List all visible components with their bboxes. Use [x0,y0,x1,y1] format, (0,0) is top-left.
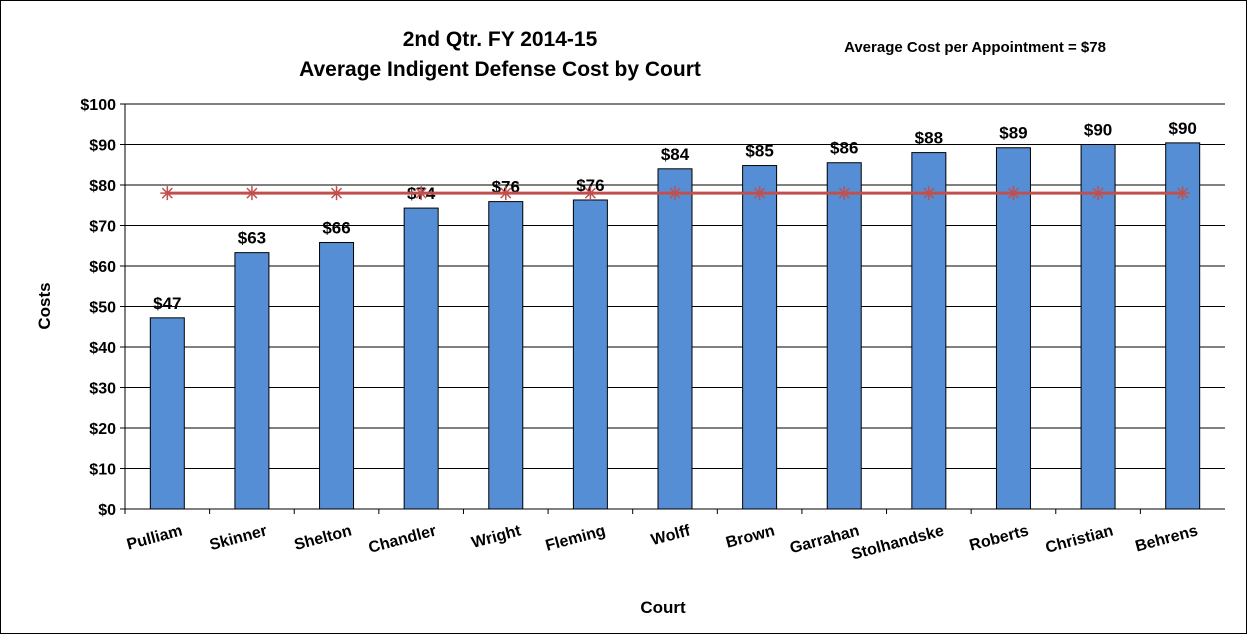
x-axis-label: Court [640,598,686,617]
line-marker [837,186,852,201]
y-tick-label: $0 [98,502,116,519]
data-label: $85 [745,142,773,161]
line-marker [498,186,513,201]
line-marker [1091,186,1106,201]
bar [1080,144,1116,510]
chart-title: 2nd Qtr. FY 2014-15 [403,28,598,51]
line-marker [1006,186,1021,201]
y-tick-label: $10 [89,462,116,479]
bar [826,162,862,510]
data-label: $88 [915,129,943,148]
bar [319,242,355,510]
data-label: $90 [1169,119,1197,138]
y-axis-label: Costs [35,282,54,329]
y-tick-label: $90 [89,138,116,155]
bar [657,168,693,510]
y-tick-label: $70 [89,219,116,236]
bar [149,317,185,510]
bar [488,201,524,510]
line-marker [583,186,598,201]
line-marker [160,186,175,201]
data-label: $90 [1084,121,1112,140]
data-label: $76 [576,176,604,195]
line-marker [244,186,259,201]
data-label: $84 [661,145,690,164]
chart-title: Average Indigent Defense Cost by Court [299,58,701,81]
y-tick-label: $20 [89,421,116,438]
data-label: $86 [830,139,858,158]
line-marker [752,186,767,201]
y-tick-label: $60 [89,259,116,276]
line-marker [1175,186,1190,201]
line-marker [668,186,682,201]
bar [1165,142,1201,510]
bar [995,147,1031,510]
y-tick-label: $80 [89,178,116,195]
data-label: $66 [322,219,350,238]
data-label: $89 [999,124,1027,143]
bar [742,165,778,510]
data-label: $63 [238,229,266,248]
line-marker [414,186,429,201]
y-tick-label: $50 [89,300,116,317]
y-tick-label: $100 [80,97,116,114]
bar [403,207,439,510]
y-tick-label: $40 [89,340,116,357]
data-label: $47 [153,294,181,313]
bar [234,252,270,510]
bar [911,152,947,510]
line-marker [329,186,344,201]
bar [572,199,608,510]
line-marker [921,186,936,201]
annotation: Average Cost per Appointment = $78 [844,39,1106,56]
y-tick-label: $30 [89,381,116,398]
